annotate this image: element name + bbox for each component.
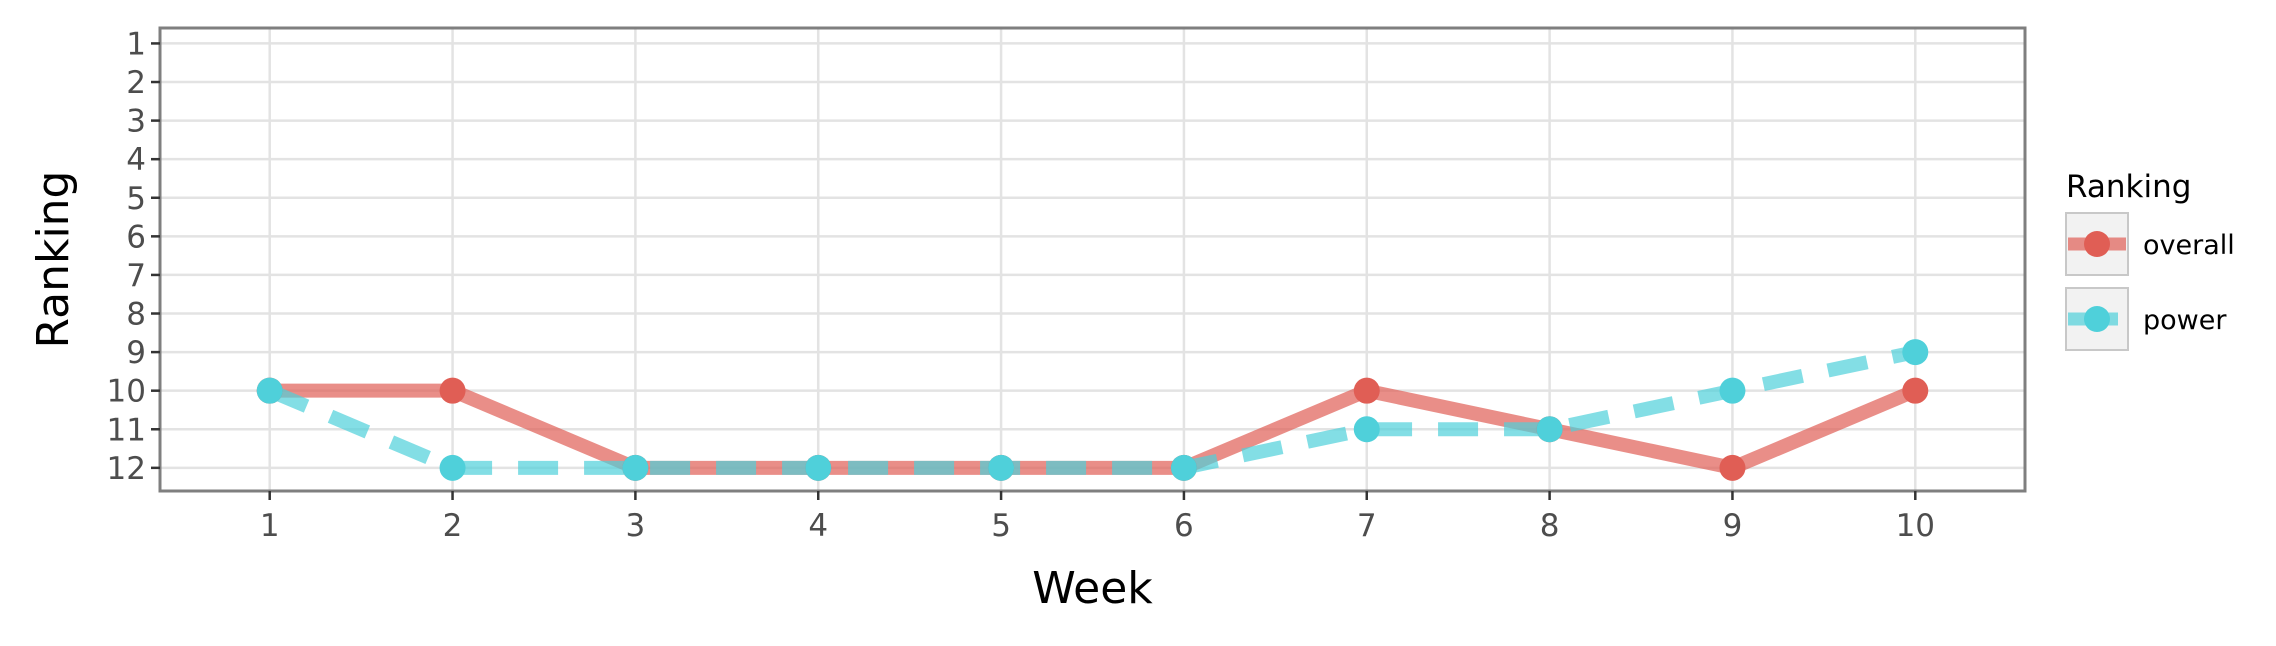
data-point-overall [439, 377, 466, 404]
data-point-overall [1902, 377, 1929, 404]
grid [160, 28, 2025, 491]
x-tick-label: 10 [1896, 508, 1935, 544]
y-tick-label: 11 [107, 412, 146, 448]
legend-label-overall: overall [2143, 230, 2235, 261]
data-point-power [1353, 416, 1380, 443]
y-tick-label: 1 [126, 26, 146, 62]
data-point-power [1170, 454, 1197, 481]
y-tick-label: 5 [126, 181, 146, 217]
x-tick-label: 9 [1723, 508, 1743, 544]
data-point-power [805, 454, 832, 481]
x-tick-label: 3 [626, 508, 646, 544]
legend-label-power: power [2143, 305, 2227, 336]
data-point-power [622, 454, 649, 481]
legend-marker-overall [2084, 231, 2110, 257]
y-tick-label: 4 [126, 142, 146, 178]
y-tick-label: 9 [126, 335, 146, 371]
x-tick-label: 2 [443, 508, 463, 544]
y-tick-label: 10 [107, 374, 146, 410]
series-line-overall [269, 383, 1919, 475]
y-tick-label: 12 [107, 451, 146, 487]
legend-title: Ranking [2066, 169, 2191, 205]
y-axis-title: Ranking [28, 171, 79, 349]
legend-marker-power [2084, 306, 2110, 332]
x-tick-label: 5 [991, 508, 1011, 544]
y-tick-label: 6 [126, 219, 146, 255]
x-tick-label: 4 [808, 508, 828, 544]
x-tick-label: 6 [1174, 508, 1194, 544]
data-point-overall [1353, 377, 1380, 404]
data-point-power [1536, 416, 1563, 443]
x-axis-title: Week [1032, 563, 1153, 614]
x-tick-label: 8 [1540, 508, 1560, 544]
data-point-power [256, 377, 283, 404]
y-tick-label: 3 [126, 104, 146, 140]
data-point-power [1719, 377, 1746, 404]
y-tick-label: 7 [126, 258, 146, 294]
x-tick-label: 7 [1357, 508, 1377, 544]
data-point-overall [1719, 454, 1746, 481]
data-point-power [988, 454, 1015, 481]
series-line-power [266, 345, 1917, 475]
y-tick-label: 2 [126, 65, 146, 101]
data-point-power [1902, 339, 1929, 366]
legend: Ranking overall power [2065, 169, 2235, 351]
series-lines [256, 339, 1929, 481]
y-tick-label: 8 [126, 297, 146, 333]
x-tick-label: 1 [260, 508, 280, 544]
data-point-power [439, 454, 466, 481]
plot-panel-border [158, 26, 2027, 493]
